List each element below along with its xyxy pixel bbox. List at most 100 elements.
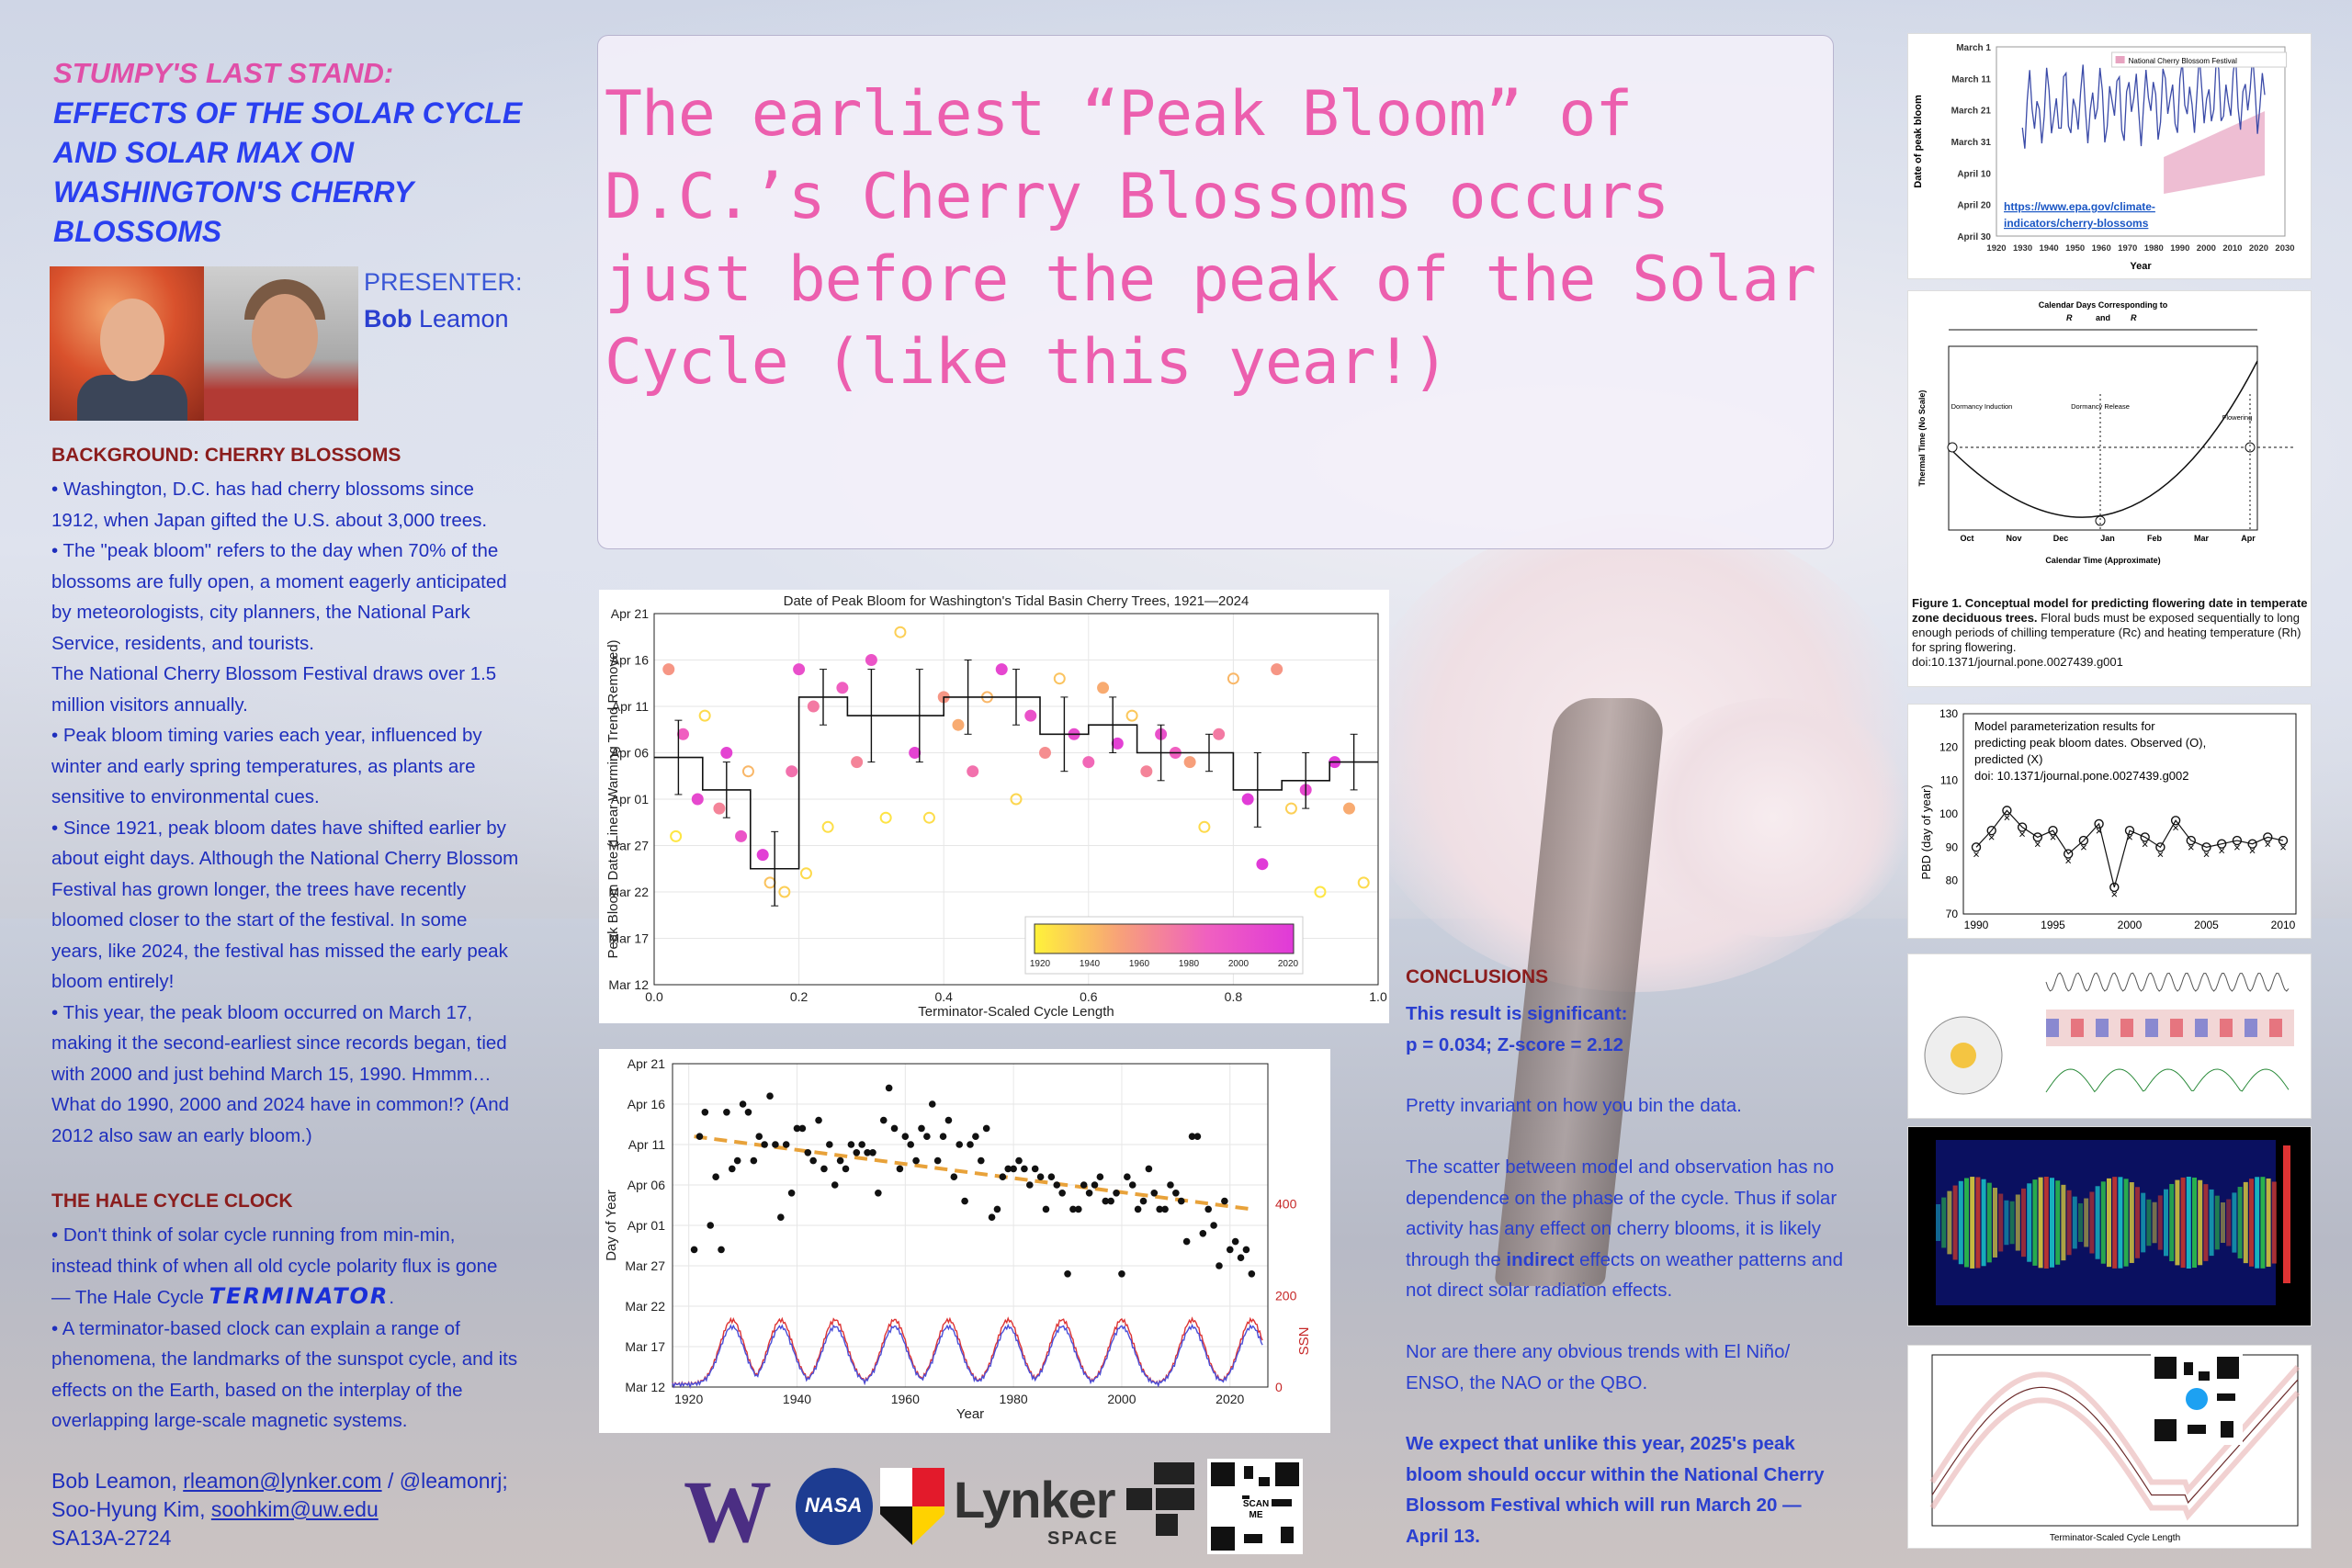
bloom-point (923, 1133, 931, 1140)
butterfly-wing (2009, 1201, 2015, 1245)
background-heading: BACKGROUND: CHERRY BLOSSOMS (51, 445, 401, 466)
x-tick-label: 2030 (2275, 243, 2294, 254)
x-axis-label: Terminator-Scaled Cycle Length (918, 1004, 1114, 1020)
bloom-point (1213, 728, 1226, 740)
butterfly-wing (1998, 1193, 2004, 1252)
bloom-point (1188, 1133, 1196, 1140)
bloom-point (875, 1190, 882, 1197)
bloom-point (1248, 1270, 1256, 1278)
x-tick-label: 2020 (1216, 1392, 1244, 1406)
bloom-point (928, 1100, 936, 1108)
plot-frame (653, 613, 1379, 986)
conclusions-p3: Nor are there any obvious trends with El… (1406, 1341, 1791, 1393)
qr-code[interactable]: SCAN ME (1207, 1459, 1303, 1554)
lynker-blocks-icon (1126, 1462, 1196, 1540)
butterfly-wing (2089, 1191, 2095, 1254)
email-link[interactable]: rleamon@lynker.com (183, 1469, 382, 1493)
butterfly-wing (2123, 1179, 2129, 1267)
butterfly-wing (2021, 1188, 2026, 1258)
conclusions-p2: The scatter between model and observatio… (1406, 1156, 1843, 1301)
butterfly-wing (2260, 1177, 2266, 1269)
bloom-point (670, 829, 683, 842)
x-tick-label: 1950 (2065, 243, 2085, 254)
hale-paragraph: • A terminator-based clock can explain a… (51, 1317, 518, 1432)
bloom-point (772, 1141, 779, 1148)
epa-bloom-chart: Date of peak bloom March 1 March 11 March 2… (1907, 33, 2312, 279)
y-tick-label: March 21 (1951, 107, 1992, 117)
x-tick-label: 0.6 (1080, 989, 1098, 1004)
bloom-point (1242, 1246, 1250, 1254)
butterfly-wing (2038, 1177, 2043, 1269)
uw-logo: W (684, 1462, 772, 1561)
bloom-point (766, 1092, 774, 1100)
butterfly-wing (2141, 1192, 2146, 1253)
predicted-point: × (2218, 844, 2225, 858)
bloom-point (698, 709, 711, 722)
bloom-point (952, 718, 965, 731)
y-tick-label: Mar 22 (625, 1299, 665, 1314)
x-tick-label: 1940 (783, 1392, 811, 1406)
butterfly-wing (2032, 1179, 2038, 1266)
bloom-point (1053, 1181, 1061, 1189)
bloom-point (1124, 1173, 1131, 1180)
bloom-point (1150, 1190, 1159, 1197)
lynker-space-label: SPACE (1047, 1529, 1119, 1549)
butterfly-wing (1952, 1185, 1958, 1260)
butterfly-wing (2055, 1180, 2061, 1265)
x-axis-label: Terminator-Scaled Cycle Length (2050, 1533, 2180, 1543)
predicted-point: × (2249, 844, 2256, 858)
butterfly-wing (1975, 1177, 1981, 1269)
butterfly-wing (1970, 1177, 1975, 1269)
pbd-title: doi: 10.1371/journal.pone.0027439.g002 (1974, 769, 2189, 783)
bloom-point (1039, 747, 1052, 759)
chart2-svg: Mar 12 Mar 17 Mar 22 Mar 27 Apr 01 Apr 06 Apr … (604, 1056, 1312, 1422)
headline-box (597, 35, 1834, 549)
presenter-name: Bob Leamon (364, 305, 509, 333)
colorbar-tick: 2020 (1278, 959, 1299, 969)
butterfly-wing (2157, 1195, 2163, 1250)
bloom-point (809, 1156, 817, 1165)
butterfly-wing (2198, 1179, 2203, 1266)
butterfly-wing (2221, 1202, 2225, 1243)
bloom-point (799, 867, 812, 880)
flowering-marker (2245, 442, 2256, 453)
bloom-point (1058, 1190, 1066, 1197)
bloom-point (1031, 1165, 1039, 1173)
x-tick-label: 1930 (2013, 243, 2032, 254)
bloom-point (1182, 1237, 1191, 1246)
y-tick-label: Apr 11 (612, 699, 649, 714)
epa-link: indicators/cherry-blossoms (2004, 217, 2149, 230)
presenter-label: PRESENTER: (364, 268, 523, 296)
pbd-title: predicted (X) (1974, 752, 2042, 766)
bloom-point (836, 682, 849, 694)
bloom-point (1004, 1165, 1012, 1173)
f107-band-lower (1929, 1390, 2301, 1521)
band-cell (2220, 1019, 2233, 1037)
email-link[interactable]: soohkim@uw.edu (210, 1497, 379, 1521)
qr-code-twitter[interactable] (2151, 1353, 2243, 1445)
dormancy-induction-marker (1947, 442, 1958, 453)
legend-label: National Cherry Blossom Festival (2129, 57, 2237, 65)
colorbar (2283, 1145, 2290, 1283)
y-tick-label: 70 (1946, 908, 1959, 920)
bloom-point (1113, 1190, 1120, 1197)
butterfly-wing (2271, 1181, 2277, 1264)
bloom-point (922, 811, 935, 824)
colorbar-tick: 2000 (1228, 959, 1250, 969)
bloom-point (777, 1213, 785, 1221)
bloom-point (1118, 1270, 1125, 1278)
bloom-point (718, 1246, 725, 1254)
predicted-point: × (2080, 840, 2087, 854)
x-axis-label: Year (956, 1406, 984, 1422)
month-label: Nov (2006, 534, 2021, 543)
butterfly-wing (2249, 1179, 2254, 1267)
background-paragraph: The National Cherry Blossom Festival dra… (51, 663, 497, 716)
x-tick-label: 2005 (2194, 919, 2219, 931)
background-paragraph: • Since 1921, peak bloom dates have shif… (51, 817, 519, 993)
chart1-svg: Date of Peak Bloom for Washington's Tida… (605, 593, 1387, 1020)
butterfly-diagram (1907, 1126, 2312, 1326)
y-tick-label: Apr 06 (611, 746, 649, 761)
butterfly-wing (2112, 1177, 2118, 1269)
butterfly-wing (2232, 1192, 2237, 1253)
butterfly-wing (1936, 1204, 1940, 1241)
